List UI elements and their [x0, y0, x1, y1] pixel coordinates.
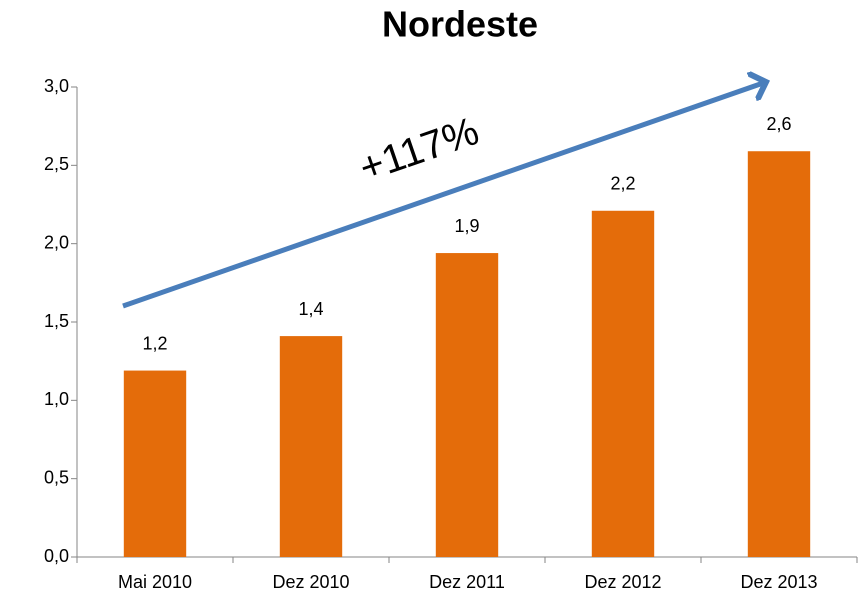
data-label: 1,2 [142, 333, 167, 353]
y-tick-label: 3,0 [44, 76, 69, 96]
y-tick-label: 0,0 [44, 546, 69, 566]
annotation: +117% [354, 109, 484, 191]
x-tick-label: Dez 2013 [740, 572, 817, 592]
data-label: 1,9 [454, 216, 479, 236]
y-tick-label: 2,5 [44, 154, 69, 174]
bar [123, 370, 187, 557]
data-label: 2,6 [766, 114, 791, 134]
chart-title: Nordeste [382, 4, 538, 45]
x-tick-label: Dez 2010 [272, 572, 349, 592]
data-label: 1,4 [298, 299, 323, 319]
data-label: 2,2 [610, 174, 635, 194]
bar [747, 151, 811, 557]
trend-arrow [122, 82, 766, 309]
y-tick-label: 0,5 [44, 467, 69, 487]
x-tick-label: Dez 2012 [584, 572, 661, 592]
x-tick-label: Dez 2011 [429, 572, 505, 592]
bar [591, 210, 655, 557]
y-tick-label: 1,5 [44, 311, 69, 331]
y-tick-label: 1,0 [44, 389, 69, 409]
x-tick-label: Mai 2010 [118, 572, 192, 592]
bar [435, 253, 499, 558]
y-tick-label: 2,0 [44, 232, 69, 252]
bar [279, 336, 343, 557]
